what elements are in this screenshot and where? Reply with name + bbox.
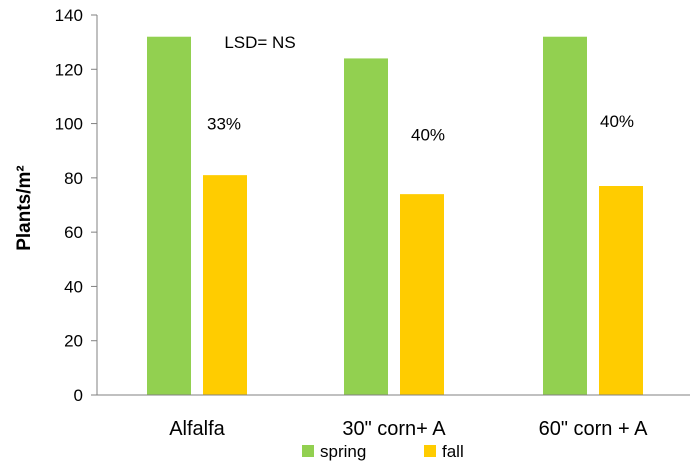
y-tick-label: 40 [64,277,83,296]
bar-spring [543,36,587,395]
legend-swatch [424,445,436,457]
legend: spring fall [302,442,464,461]
bar-fall [400,194,444,395]
bar-fall [599,186,643,395]
bar-spring [147,36,191,395]
annotation-label: LSD= NS [224,33,295,52]
annotation-label: 40% [600,112,634,131]
bar-fall [203,175,247,395]
bar-spring [344,58,388,396]
legend-item-fall: fall [424,442,464,461]
legend-label: fall [442,442,464,461]
y-tick-label: 60 [64,223,83,242]
annotation-label: 33% [207,115,241,134]
y-tick-label: 120 [55,60,83,79]
x-tick-label: 30" corn+ A [342,418,446,440]
legend-swatch [302,445,314,457]
legend-label: spring [320,442,366,461]
x-tick-label: 60" corn + A [539,418,648,440]
x-tick-label: Alfalfa [169,418,225,440]
legend-item-spring: spring [302,442,366,461]
annotations: LSD= NS 33% 40% 40% [207,33,634,144]
annotation-label: 40% [411,125,445,144]
y-tick-label: 140 [55,6,83,25]
y-tick-label: 0 [74,386,83,405]
y-tick-label: 80 [64,169,83,188]
y-tick-label: 20 [64,332,83,351]
x-axis: Alfalfa 30" corn+ A 60" corn + A [97,394,690,440]
y-tick-label: 100 [55,115,83,134]
y-axis: 0 20 40 60 80 100 120 140 [55,6,98,405]
bars [147,36,643,396]
y-axis-label: Plants/m² [14,165,35,251]
